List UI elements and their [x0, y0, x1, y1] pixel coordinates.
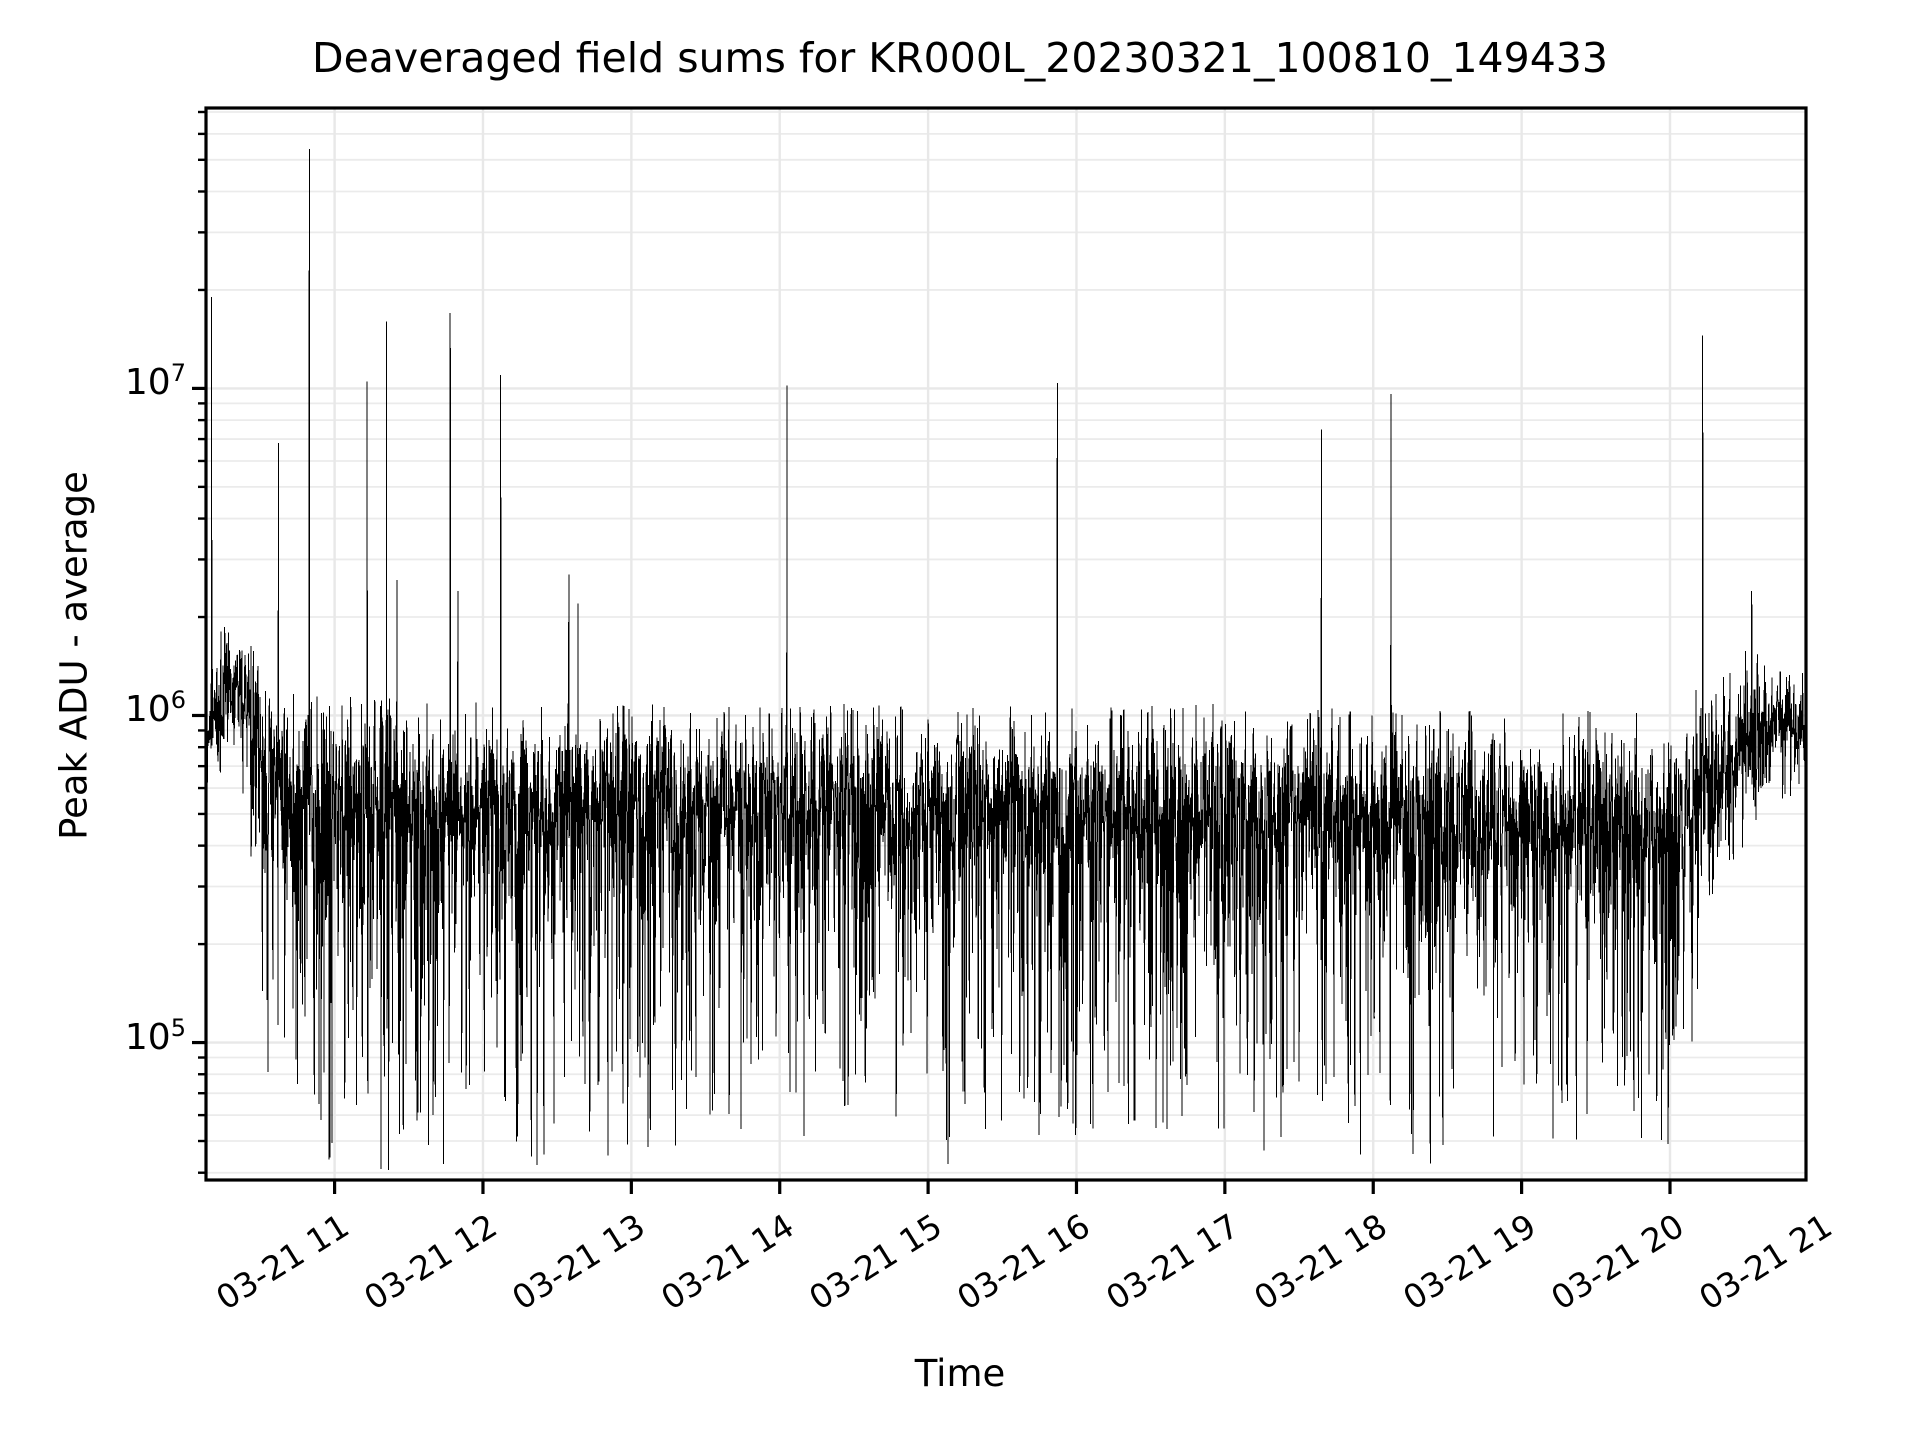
- y-axis-ticks: [192, 110, 206, 1174]
- axis-frame: [204, 106, 1808, 1182]
- x-axis-ticks: [332, 1180, 1672, 1194]
- y-tick-label: 107: [124, 359, 186, 404]
- minor-gridlines-y: [206, 111, 1806, 1174]
- y-axis-title: Peak ADU - average: [52, 471, 96, 840]
- page-title: Deaveraged field sums for KR000L_2023032…: [312, 34, 1608, 82]
- y-tick-label: 106: [124, 686, 186, 731]
- major-gridlines-x: [333, 108, 1672, 1180]
- y-tick-label: 105: [124, 1013, 186, 1058]
- x-axis-title: Time: [914, 1352, 1006, 1395]
- data-trace: [206, 148, 1806, 1170]
